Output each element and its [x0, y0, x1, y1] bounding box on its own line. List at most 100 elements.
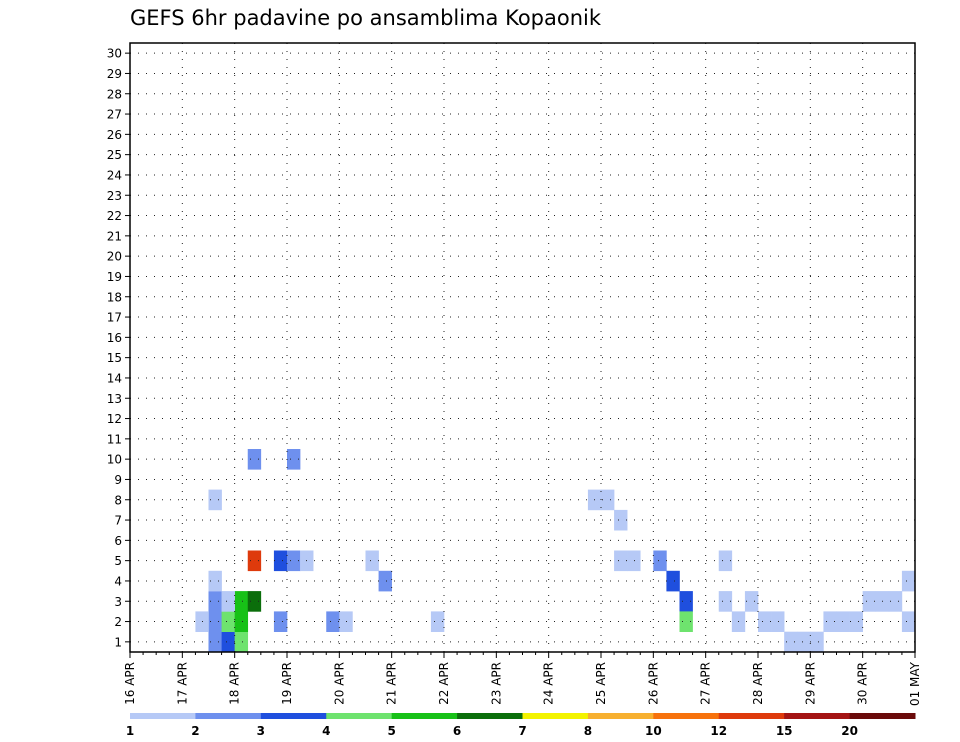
colorbar-swatch: [718, 713, 785, 719]
heatmap-cell: [797, 631, 811, 653]
heatmap-cell: [208, 631, 222, 653]
y-tick-label: 22: [107, 209, 122, 223]
heatmap-cells: [195, 449, 916, 653]
heatmap-cell: [901, 570, 916, 592]
chart-title: GEFS 6hr padavine po ansamblima Kopaonik: [130, 6, 602, 30]
colorbar-label: 5: [387, 724, 395, 738]
y-tick-label: 18: [107, 290, 122, 304]
heatmap-cell: [771, 611, 785, 632]
y-tick-label: 9: [114, 473, 122, 487]
y-tick-label: 15: [107, 351, 122, 365]
heatmap-cell: [679, 611, 693, 632]
y-tick-label: 21: [107, 229, 122, 243]
x-tick-label: 29 APR: [803, 662, 817, 705]
heatmap-cell: [823, 611, 837, 632]
y-tick-label: 17: [107, 311, 122, 325]
x-tick-label: 27 APR: [699, 662, 713, 705]
heatmap-cell: [221, 591, 235, 612]
x-tick-label: 20 APR: [332, 662, 346, 705]
x-tick-label: 22 APR: [437, 662, 451, 705]
y-tick-label: 30: [107, 47, 122, 61]
heatmap-cell: [430, 611, 445, 632]
heatmap-cell: [234, 631, 249, 653]
heatmap-cell: [718, 550, 733, 572]
grid-lines: [130, 43, 915, 652]
y-tick-label: 2: [114, 615, 122, 629]
heatmap-cell: [601, 489, 615, 511]
heatmap-cell: [744, 591, 759, 612]
heatmap-cell: [653, 550, 667, 572]
heatmap-cell: [221, 631, 235, 653]
heatmap-cell: [208, 591, 222, 612]
heatmap-cell: [810, 631, 824, 653]
colorbar-swatch: [260, 713, 327, 719]
y-tick-label: 16: [107, 331, 122, 345]
y-tick-label: 14: [107, 371, 122, 385]
heatmap-cell: [666, 570, 680, 592]
y-tick-label: 6: [114, 534, 122, 548]
heatmap-cell: [247, 550, 262, 572]
heatmap-cell: [287, 550, 301, 572]
colorbar-label: 15: [776, 724, 793, 738]
heatmap-cell: [273, 550, 288, 572]
heatmap-cell: [287, 449, 301, 470]
x-tick-label: 01 MAY: [908, 661, 922, 706]
colorbar-label: 3: [257, 724, 265, 738]
colorbar-swatch: [784, 713, 851, 719]
heatmap-cell: [247, 591, 262, 612]
colorbar-swatch: [195, 713, 262, 719]
heatmap-cell: [718, 591, 733, 612]
heatmap-cell: [901, 611, 916, 632]
heatmap-cell: [614, 509, 628, 531]
colorbar-swatch: [653, 713, 720, 719]
heatmap-cell: [614, 550, 628, 572]
heatmap-cell: [784, 631, 798, 653]
x-tick-label: 25 APR: [594, 662, 608, 705]
colorbar-label: 20: [841, 724, 858, 738]
colorbar: 1 2 3 4 5 6 7 8 10 12 15 20: [126, 713, 916, 738]
x-tick-label: 26 APR: [646, 662, 660, 705]
x-tick-label: 21 APR: [385, 662, 399, 705]
colorbar-swatch: [849, 713, 916, 719]
colorbar-label: 6: [453, 724, 461, 738]
heatmap-cell: [849, 611, 863, 632]
colorbar-swatch: [587, 713, 654, 719]
y-tick-label: 29: [107, 67, 122, 81]
heatmap-cell: [862, 591, 877, 612]
y-tick-label: 23: [107, 189, 122, 203]
y-axis-ticks: 1234567891011121314151617181920212223242…: [107, 47, 130, 649]
colorbar-swatch: [457, 713, 523, 719]
y-tick-label: 13: [107, 392, 122, 406]
heatmap-cell: [221, 611, 235, 632]
colorbar-label: 12: [710, 724, 727, 738]
heatmap-cell: [836, 611, 850, 632]
heatmap-cell: [208, 570, 222, 592]
colorbar-label: 10: [645, 724, 662, 738]
x-axis-ticks: 16 APR 17 APR 18 APR 19 APR 20 APR 21 APR 22 A…: [123, 652, 922, 706]
heatmap-cell: [234, 591, 249, 612]
y-tick-label: 5: [114, 554, 122, 568]
x-tick-label: 18 APR: [228, 662, 242, 705]
y-tick-label: 28: [107, 87, 122, 101]
heatmap-cell: [758, 611, 772, 632]
colorbar-swatch: [522, 713, 589, 719]
x-tick-label: 28 APR: [751, 662, 765, 705]
heatmap-cell: [208, 611, 222, 632]
y-tick-label: 10: [107, 453, 122, 467]
heatmap-cell: [888, 591, 903, 612]
y-tick-label: 19: [107, 270, 122, 284]
heatmap-cell: [627, 550, 641, 572]
x-tick-label: 19 APR: [280, 662, 294, 705]
x-tick-label: 17 APR: [175, 662, 189, 705]
y-tick-label: 12: [107, 412, 122, 426]
heatmap-cell: [234, 611, 249, 632]
y-tick-label: 8: [114, 493, 122, 507]
y-tick-label: 7: [114, 514, 122, 528]
colorbar-label: 2: [191, 724, 199, 738]
x-tick-label: 30 APR: [856, 662, 870, 705]
y-tick-label: 11: [107, 432, 122, 446]
y-tick-label: 1: [114, 635, 122, 649]
heatmap-cell: [326, 611, 340, 632]
x-tick-label: 24 APR: [542, 662, 556, 705]
